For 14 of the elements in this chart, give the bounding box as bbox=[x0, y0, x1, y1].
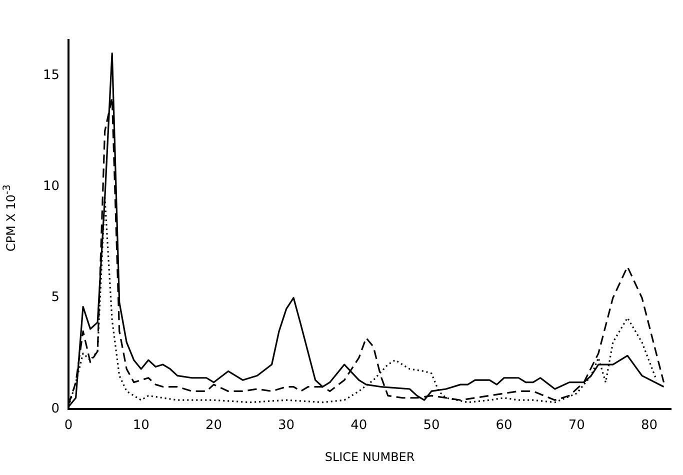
x-tick-label: 20 bbox=[205, 418, 222, 434]
y-tick-label: 5 bbox=[51, 290, 60, 306]
x-tick-label: 70 bbox=[568, 418, 585, 434]
x-axis-title: SLICE NUMBER bbox=[324, 450, 415, 464]
y-tick-label: 15 bbox=[42, 68, 60, 83]
x-tick-label: 60 bbox=[496, 418, 512, 434]
x-tick-label: 50 bbox=[423, 418, 440, 434]
x-tick-label: 30 bbox=[278, 418, 295, 434]
x-tick-label: 80 bbox=[640, 418, 658, 434]
x-tick-label: 40 bbox=[350, 418, 368, 434]
x-tick-label: 0 bbox=[64, 418, 73, 434]
x-tick-label: 10 bbox=[132, 418, 150, 434]
y-tick-label: 10 bbox=[42, 179, 60, 194]
y-tick-label: 0 bbox=[51, 401, 60, 416]
